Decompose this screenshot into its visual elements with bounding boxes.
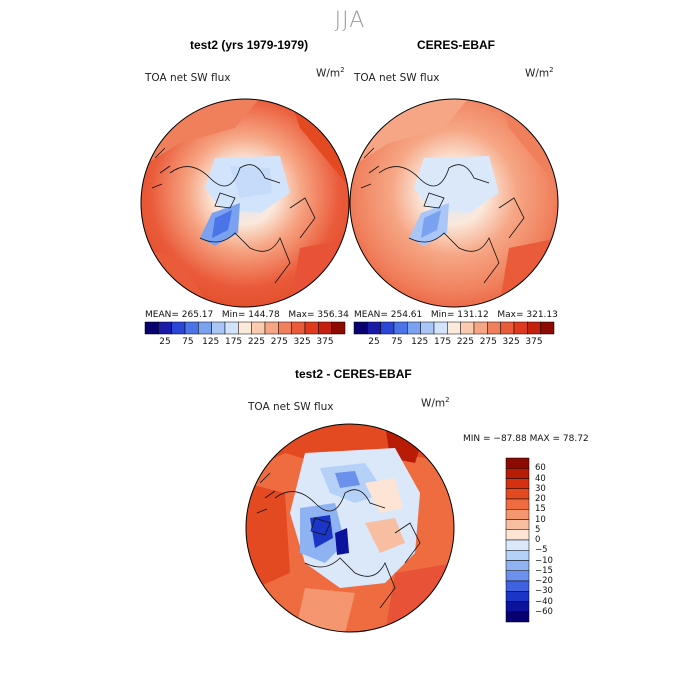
colorbar-swatch: [380, 321, 395, 335]
colorbar-swatch: [171, 321, 186, 335]
colorbar-swatch: [304, 321, 319, 335]
panel2-variable-label: TOA net SW flux: [354, 72, 440, 84]
colorbar-tick-label: 275: [270, 337, 288, 347]
diff-colorbar-swatch: [505, 519, 530, 530]
colorbar-swatch: [238, 321, 252, 335]
panel1-colorbar-ticks: 25 75 125 175 225 275 325 375: [145, 337, 345, 349]
colorbar-swatch: [527, 321, 541, 335]
diff-colorbar-label: 30: [535, 483, 546, 494]
colorbar-swatch: [224, 321, 239, 335]
diff-colorbar-label: −40: [535, 596, 553, 607]
diff-colorbar-swatch: [505, 611, 530, 623]
colorbar-tick-label: 25: [368, 337, 380, 347]
colorbar-swatch: [500, 321, 515, 335]
diff-colorbar-labels: 60 40 30 20 15 10 5 0 −5 −10 −15 −20 −30 −40 −60: [535, 458, 575, 622]
colorbar-tick-label: 225: [456, 337, 475, 347]
diff-colorbar-label: 10: [535, 514, 546, 525]
colorbar-tick-label: 375: [316, 337, 334, 347]
diff-colorbar-swatch: [505, 468, 530, 479]
diff-colorbar-label: −60: [535, 606, 553, 617]
colorbar-swatch: [318, 321, 332, 335]
diff-variable-label: TOA net SW flux: [248, 401, 334, 413]
diff-colorbar-swatch: [505, 591, 530, 602]
diff-colorbar-label: −5: [535, 545, 548, 556]
diff-colorbar-swatch: [505, 509, 530, 520]
colorbar-swatch: [144, 321, 159, 335]
diff-colorbar-label: 40: [535, 473, 546, 484]
panel1-colorbar: [144, 321, 346, 335]
colorbar-swatch: [198, 321, 212, 335]
panel1-title: test2 (yrs 1979-1979): [190, 38, 309, 52]
colorbar-swatch: [367, 321, 381, 335]
colorbar-tick-label: 125: [202, 337, 220, 347]
colorbar-swatch: [473, 321, 488, 335]
colorbar-swatch: [420, 321, 435, 335]
diff-colorbar-label: 60: [535, 463, 546, 474]
colorbar-swatch: [264, 321, 279, 335]
colorbar-swatch: [460, 321, 475, 335]
colorbar-tick-label: 325: [293, 337, 311, 347]
panel2-colorbar: [353, 321, 555, 335]
panel2-title: CERES-EBAF: [417, 38, 496, 52]
colorbar-swatch: [540, 321, 555, 335]
season-title: JJA: [334, 8, 366, 33]
diff-colorbar-label: 0: [535, 535, 541, 545]
colorbar-tick-label: 75: [182, 337, 194, 347]
colorbar-tick-label: 275: [479, 337, 497, 347]
colorbar-swatch: [447, 321, 461, 335]
colorbar-swatch: [291, 321, 306, 335]
colorbar-tick-label: 225: [247, 337, 266, 347]
panel1-polar-map: [140, 98, 350, 308]
diff-colorbar-swatch: [505, 478, 530, 489]
panel1-variable-label: TOA net SW flux: [145, 72, 231, 84]
colorbar-swatch: [278, 321, 292, 335]
panel2-colorbar-ticks: 25 75 125 175 225 275 325 375: [354, 337, 554, 349]
panel1-stats: MEAN= 265.17 Min= 144.78 Max= 356.34: [145, 310, 349, 320]
diff-colorbar-label: −15: [535, 565, 553, 576]
diff-colorbar-swatch: [505, 601, 530, 612]
diff-colorbar-label: −30: [535, 586, 553, 597]
colorbar-swatch: [433, 321, 448, 335]
colorbar-swatch: [393, 321, 408, 335]
diff-polar-map: [245, 423, 455, 633]
colorbar-swatch: [251, 321, 266, 335]
colorbar-tick-label: 175: [224, 337, 243, 347]
diff-colorbar-label: 20: [535, 494, 546, 504]
diff-colorbar-swatch: [505, 560, 530, 571]
diff-colorbar-label: 15: [535, 504, 546, 515]
colorbar-swatch: [331, 321, 346, 335]
colorbar-tick-label: 325: [502, 337, 520, 347]
colorbar-swatch: [211, 321, 226, 335]
diff-colorbar-label: −10: [535, 555, 553, 566]
diff-colorbar-swatch: [505, 539, 530, 551]
colorbar-swatch: [407, 321, 421, 335]
diff-colorbar-swatch: [505, 550, 530, 561]
colorbar-tick-label: 175: [433, 337, 452, 347]
colorbar-swatch: [513, 321, 528, 335]
diff-stats: MIN = −87.88 MAX = 78.72: [463, 434, 589, 444]
diff-colorbar-label: −20: [535, 576, 553, 586]
panel1-units: W/m2: [316, 66, 345, 80]
colorbar-tick-label: 125: [411, 337, 429, 347]
panel2-units: W/m2: [525, 66, 554, 80]
diff-colorbar-swatch: [505, 580, 530, 592]
diff-colorbar-swatch: [505, 457, 530, 469]
diff-colorbar-label: 5: [535, 524, 541, 535]
colorbar-tick-label: 75: [391, 337, 403, 347]
diff-colorbar-swatch: [505, 498, 530, 510]
colorbar-tick-label: 25: [159, 337, 171, 347]
diff-colorbar-swatch: [505, 488, 530, 500]
panel2-polar-map: [349, 98, 559, 308]
panel2-stats: MEAN= 254.61 Min= 131.12 Max= 321.13: [354, 310, 558, 320]
diff-units: W/m2: [421, 396, 450, 410]
diff-colorbar-swatch: [505, 529, 530, 541]
colorbar-swatch: [158, 321, 172, 335]
diff-title: test2 - CERES-EBAF: [295, 367, 412, 381]
colorbar-swatch: [353, 321, 368, 335]
diff-colorbar-swatch: [505, 570, 530, 582]
colorbar-swatch: [487, 321, 501, 335]
diff-colorbar: [505, 457, 530, 623]
colorbar-tick-label: 375: [525, 337, 543, 347]
colorbar-swatch: [184, 321, 199, 335]
